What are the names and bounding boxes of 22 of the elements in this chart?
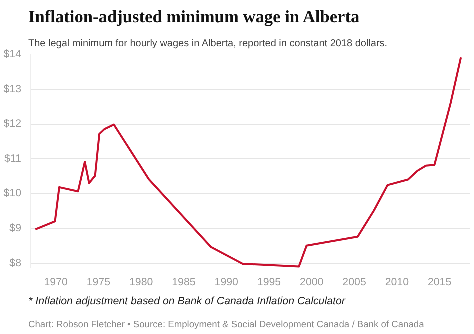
chart-subtitle: The legal minimum for hourly wages in Alberta, reported in constant 2018 dollars. — [28, 38, 388, 50]
x-tick-label: 2010 — [385, 276, 410, 288]
y-tick-label: $13 — [4, 83, 22, 96]
x-tick-label: 1995 — [257, 276, 282, 288]
text: Chart: Robson Fletcher • Source: Employment & Social Development Canada / Bank of Canada — [28, 320, 426, 330]
chart-title: Inflation-adjusted minimum wage in Alberta — [28, 8, 360, 26]
x-tick-label: 1970 — [44, 276, 68, 288]
x-tick-label: 2000 — [300, 276, 324, 288]
y-tick-label: $10 — [4, 188, 22, 200]
x-tick-label: 1980 — [130, 276, 154, 288]
x-tick-label: 1990 — [214, 276, 239, 288]
line-series — [34, 56, 462, 268]
y-tick-label: $11 — [4, 152, 22, 165]
x-tick-label: 2015 — [428, 276, 452, 288]
y-tick-label: $8 — [10, 257, 22, 270]
x-tick-label: 1985 — [172, 276, 196, 288]
x-tick-label: 1975 — [86, 276, 111, 288]
y-tick-label: $14 — [4, 48, 22, 60]
y-tick-label: $12 — [4, 118, 22, 130]
x-tick-label: 2005 — [342, 276, 366, 288]
y-tick-label: $9 — [10, 222, 22, 234]
text: * Inflation adjustment based on Bank of Canada Inflation Calculator — [28, 296, 346, 308]
